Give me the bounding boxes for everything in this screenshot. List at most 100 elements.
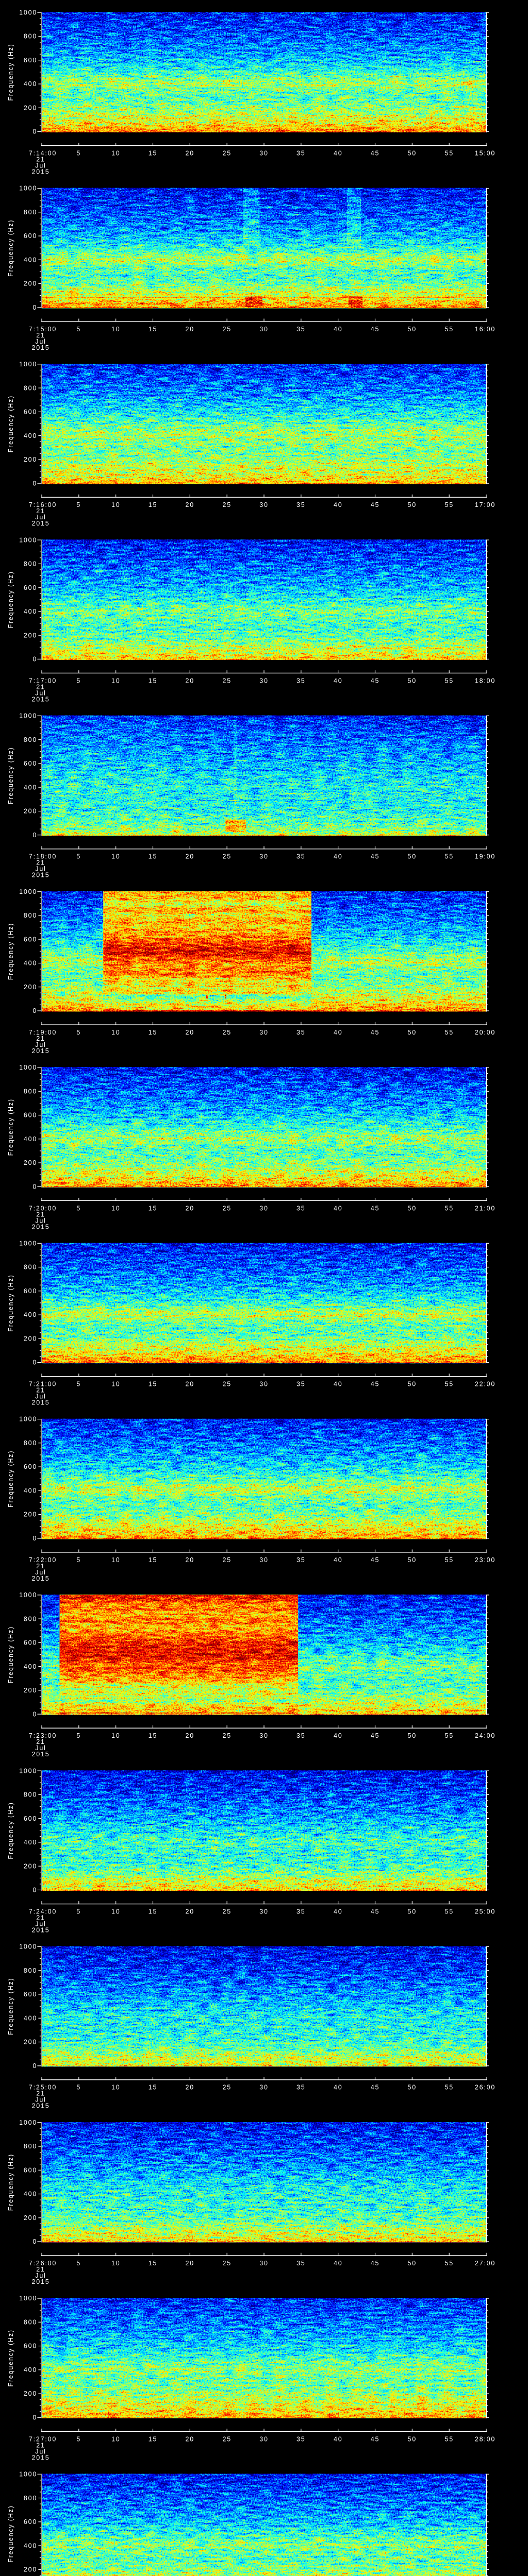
- svg-text:22:00: 22:00: [475, 1381, 496, 1388]
- svg-text:Frequency (Hz): Frequency (Hz): [7, 571, 14, 628]
- svg-text:7:24:00: 7:24:00: [29, 1908, 57, 1915]
- svg-text:40: 40: [334, 1556, 343, 1564]
- svg-text:400: 400: [24, 1136, 37, 1143]
- svg-text:30: 30: [259, 2084, 269, 2091]
- svg-text:20: 20: [186, 501, 195, 509]
- svg-text:1000: 1000: [19, 1767, 37, 1774]
- svg-text:600: 600: [24, 760, 37, 767]
- svg-text:Frequency (Hz): Frequency (Hz): [7, 923, 14, 980]
- svg-text:15: 15: [148, 501, 158, 509]
- svg-text:35: 35: [296, 150, 306, 157]
- svg-text:2015: 2015: [31, 520, 50, 527]
- svg-text:55: 55: [444, 326, 454, 333]
- svg-text:400: 400: [24, 432, 37, 439]
- svg-text:1000: 1000: [19, 1943, 37, 1951]
- svg-text:7:18:00: 7:18:00: [29, 853, 57, 860]
- svg-text:800: 800: [24, 736, 37, 743]
- svg-text:45: 45: [371, 2084, 380, 2091]
- svg-text:10: 10: [111, 1908, 121, 1915]
- svg-text:200: 200: [24, 104, 37, 111]
- svg-text:55: 55: [444, 677, 454, 684]
- svg-text:800: 800: [24, 1791, 37, 1799]
- svg-text:50: 50: [408, 853, 417, 860]
- svg-text:50: 50: [408, 501, 417, 509]
- svg-text:21: 21: [36, 683, 45, 690]
- svg-text:15:00: 15:00: [475, 150, 496, 157]
- svg-text:1000: 1000: [19, 9, 37, 16]
- svg-text:25: 25: [222, 1556, 232, 1564]
- svg-text:18:00: 18:00: [475, 677, 496, 684]
- svg-text:55: 55: [444, 1908, 454, 1915]
- svg-text:2015: 2015: [31, 1047, 50, 1055]
- svg-text:600: 600: [24, 2166, 37, 2174]
- svg-text:0: 0: [32, 304, 37, 311]
- svg-text:400: 400: [24, 2366, 37, 2374]
- svg-text:400: 400: [24, 608, 37, 615]
- svg-text:45: 45: [371, 677, 380, 684]
- svg-text:30: 30: [259, 150, 269, 157]
- svg-text:5: 5: [76, 1908, 81, 1915]
- svg-text:10: 10: [111, 677, 121, 684]
- svg-text:0: 0: [32, 832, 37, 839]
- svg-text:1000: 1000: [19, 2295, 37, 2302]
- svg-text:15: 15: [148, 2260, 158, 2267]
- svg-text:0: 0: [32, 128, 37, 135]
- svg-text:Jul: Jul: [35, 162, 46, 170]
- svg-text:15: 15: [148, 677, 158, 684]
- svg-text:600: 600: [24, 936, 37, 943]
- svg-text:1000: 1000: [19, 536, 37, 544]
- svg-text:5: 5: [76, 326, 81, 333]
- svg-text:200: 200: [24, 1862, 37, 1870]
- svg-text:35: 35: [296, 1029, 306, 1036]
- svg-text:25: 25: [222, 1732, 232, 1739]
- svg-text:25: 25: [222, 150, 232, 157]
- svg-text:24:00: 24:00: [475, 1732, 496, 1739]
- svg-text:600: 600: [24, 2343, 37, 2350]
- svg-text:45: 45: [371, 853, 380, 860]
- svg-text:5: 5: [76, 1381, 81, 1388]
- svg-text:21: 21: [36, 1914, 45, 1921]
- svg-text:5: 5: [76, 2084, 81, 2091]
- svg-text:45: 45: [371, 150, 380, 157]
- svg-text:25: 25: [222, 1205, 232, 1212]
- svg-text:7:17:00: 7:17:00: [29, 677, 57, 684]
- svg-text:55: 55: [444, 501, 454, 509]
- svg-text:200: 200: [24, 2039, 37, 2046]
- svg-text:40: 40: [334, 1205, 343, 1212]
- svg-text:7:16:00: 7:16:00: [29, 501, 57, 509]
- svg-text:Jul: Jul: [35, 689, 46, 697]
- svg-text:45: 45: [371, 1732, 380, 1739]
- svg-text:200: 200: [24, 808, 37, 815]
- svg-text:400: 400: [24, 1839, 37, 1846]
- svg-text:21:00: 21:00: [475, 1205, 496, 1212]
- svg-text:45: 45: [371, 1908, 380, 1915]
- svg-text:20: 20: [186, 2435, 195, 2443]
- svg-text:25: 25: [222, 853, 232, 860]
- svg-text:2015: 2015: [31, 2454, 50, 2461]
- svg-text:21: 21: [36, 332, 45, 339]
- svg-text:0: 0: [32, 1183, 37, 1190]
- svg-text:10: 10: [111, 853, 121, 860]
- svg-text:21: 21: [36, 1035, 45, 1042]
- svg-text:25: 25: [222, 677, 232, 684]
- svg-text:800: 800: [24, 2143, 37, 2150]
- svg-text:50: 50: [408, 2260, 417, 2267]
- svg-text:40: 40: [334, 2084, 343, 2091]
- svg-text:40: 40: [334, 1029, 343, 1036]
- svg-text:30: 30: [259, 677, 269, 684]
- svg-text:600: 600: [24, 1112, 37, 1119]
- svg-text:2015: 2015: [31, 344, 50, 351]
- svg-text:45: 45: [371, 1381, 380, 1388]
- svg-text:400: 400: [24, 2191, 37, 2198]
- svg-text:200: 200: [24, 280, 37, 287]
- svg-text:Frequency (Hz): Frequency (Hz): [7, 43, 14, 100]
- svg-text:40: 40: [334, 1908, 343, 1915]
- svg-text:1000: 1000: [19, 1591, 37, 1599]
- svg-text:0: 0: [32, 1887, 37, 1894]
- svg-text:Jul: Jul: [35, 1920, 46, 1927]
- svg-text:25:00: 25:00: [475, 1908, 496, 1915]
- svg-text:10: 10: [111, 1029, 121, 1036]
- svg-text:600: 600: [24, 2518, 37, 2526]
- svg-text:15: 15: [148, 853, 158, 860]
- svg-text:600: 600: [24, 232, 37, 240]
